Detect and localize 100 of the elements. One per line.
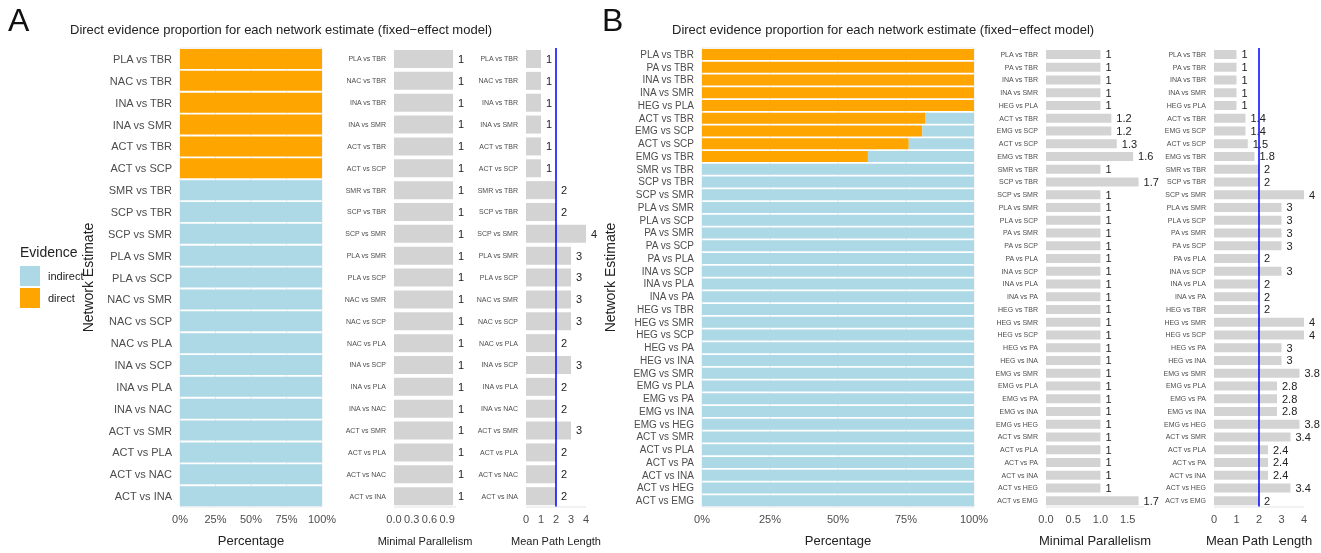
bar <box>1214 152 1255 161</box>
data-label: 4 <box>591 227 598 240</box>
data-label: 1 <box>458 52 465 65</box>
data-label: 1 <box>1105 239 1112 252</box>
bar <box>1046 496 1139 506</box>
bar <box>1046 254 1101 263</box>
y-tick-label: NAC vs SCP <box>109 315 172 328</box>
data-label: 2.4 <box>1273 456 1289 469</box>
data-label: 2 <box>561 446 568 459</box>
bar <box>1046 279 1101 289</box>
text: A <box>8 2 30 39</box>
data-label: 1 <box>1105 277 1112 290</box>
data-label: 2.4 <box>1273 443 1289 456</box>
data-label: 1 <box>458 402 465 415</box>
bar <box>526 421 571 440</box>
data-label: 3.8 <box>1304 418 1320 431</box>
bar <box>526 356 571 374</box>
data-label: 1 <box>1105 163 1112 176</box>
data-label: 1 <box>458 162 465 175</box>
bar <box>526 487 556 506</box>
data-label: 3 <box>1286 226 1293 239</box>
data-label: 1 <box>458 74 465 87</box>
bar <box>526 443 556 462</box>
y-tick-label: EMG vs TBR <box>635 150 694 162</box>
data-label: 1 <box>458 468 465 481</box>
x-tick-label: 0.6 <box>421 512 438 525</box>
data-label: 1.2 <box>1116 112 1132 125</box>
x-axis-title: Mean Path Length <box>511 535 601 547</box>
bar <box>702 265 974 277</box>
y-tick-label: ACT vs SCP <box>110 162 172 175</box>
bar <box>1214 330 1304 340</box>
bar <box>1046 215 1101 225</box>
data-label: 1 <box>1105 214 1112 227</box>
x-tick-label: 50% <box>239 512 263 525</box>
data-label: 1 <box>458 184 465 197</box>
data-label: 2.8 <box>1282 379 1298 392</box>
data-label: 1 <box>458 315 465 328</box>
data-label: 2 <box>1264 175 1271 188</box>
bar <box>1046 126 1112 136</box>
data-label: 1 <box>1105 303 1112 316</box>
y-tick-label: SMR vs TBR <box>108 184 173 197</box>
bar <box>526 224 586 243</box>
data-label: 4 <box>1309 328 1316 341</box>
y-tick-label: SCP vs TBR <box>638 176 694 188</box>
x-axis-title: Minimal Parallelism <box>1039 533 1151 548</box>
data-label: 1 <box>458 140 465 153</box>
y-tick-label: EMG vs PA <box>643 393 695 405</box>
y-tick-label: ACT vs TBR <box>638 112 694 124</box>
data-label: 1 <box>1105 367 1112 380</box>
data-label: 4 <box>1309 316 1316 329</box>
data-label: 1 <box>1105 316 1112 329</box>
data-label: 2 <box>1264 494 1271 507</box>
x-tick-label: 25% <box>204 512 227 525</box>
bar <box>702 112 926 124</box>
y-tick-label: HEG vs TBR <box>636 303 694 315</box>
x-tick-label: 50% <box>826 512 850 525</box>
y-tick-label: ACT vs PA <box>646 456 695 468</box>
data-label: 1.7 <box>1143 175 1159 188</box>
text: B <box>602 2 624 39</box>
bar <box>1214 254 1259 263</box>
y-tick-label: EMG vs PLA <box>636 380 695 392</box>
data-label: 2.8 <box>1282 405 1298 418</box>
bar <box>1214 343 1282 353</box>
data-label: 1 <box>546 162 553 175</box>
x-tick-label: 1.5 <box>1120 512 1136 525</box>
bar <box>1046 228 1101 238</box>
data-label: 3 <box>576 315 583 328</box>
data-label: 3 <box>576 293 583 306</box>
bar <box>526 312 571 331</box>
y-tick-label: ACT vs NAC <box>109 468 173 481</box>
data-label: 2 <box>561 205 568 218</box>
y-tick-label: INA vs SCP <box>641 265 695 277</box>
bar <box>526 159 541 178</box>
data-label: 3 <box>576 358 583 371</box>
y-tick-label: INA vs PLA <box>116 380 173 393</box>
data-label: 1 <box>458 380 465 393</box>
data-label: 2 <box>1264 252 1271 265</box>
y-tick-label: ACT vs INA <box>114 490 173 503</box>
bar <box>1214 88 1237 98</box>
data-label: 1 <box>1105 405 1112 418</box>
data-label: 1 <box>546 118 553 131</box>
data-label: 2 <box>561 184 568 197</box>
x-tick-label: 3 <box>1278 512 1285 525</box>
data-label: 1 <box>458 227 465 240</box>
bar <box>1046 292 1101 302</box>
y-tick-label: SCP vs SMR <box>635 189 694 201</box>
data-label: 1 <box>1105 86 1112 99</box>
bar <box>702 214 974 226</box>
data-label: 1 <box>458 96 465 109</box>
data-label: 1 <box>1105 392 1112 405</box>
data-label: 1 <box>1105 481 1112 494</box>
bar <box>1046 470 1101 480</box>
bar <box>1046 88 1101 98</box>
y-tick-label: HEG vs SMR <box>634 316 694 328</box>
y-tick-label: HEG vs SCP <box>636 329 695 341</box>
legend-title: Evidence <box>20 243 78 260</box>
data-label: 3 <box>576 271 583 284</box>
data-label: 1 <box>458 446 465 459</box>
data-label: 1 <box>458 337 465 350</box>
bar <box>1046 266 1101 276</box>
